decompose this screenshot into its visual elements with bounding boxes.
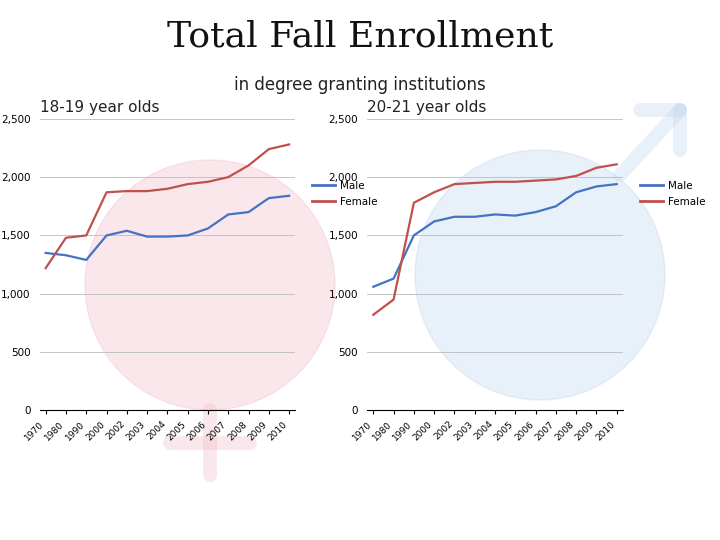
Legend: Male, Female: Male, Female <box>308 177 382 211</box>
Circle shape <box>415 150 665 400</box>
Text: Total Fall Enrollment: Total Fall Enrollment <box>167 19 553 53</box>
Circle shape <box>85 160 335 410</box>
Text: 18-19 year olds: 18-19 year olds <box>40 100 159 115</box>
Text: in degree granting institutions: in degree granting institutions <box>234 76 486 94</box>
Legend: Male, Female: Male, Female <box>636 177 710 211</box>
Text: 20-21 year olds: 20-21 year olds <box>367 100 487 115</box>
